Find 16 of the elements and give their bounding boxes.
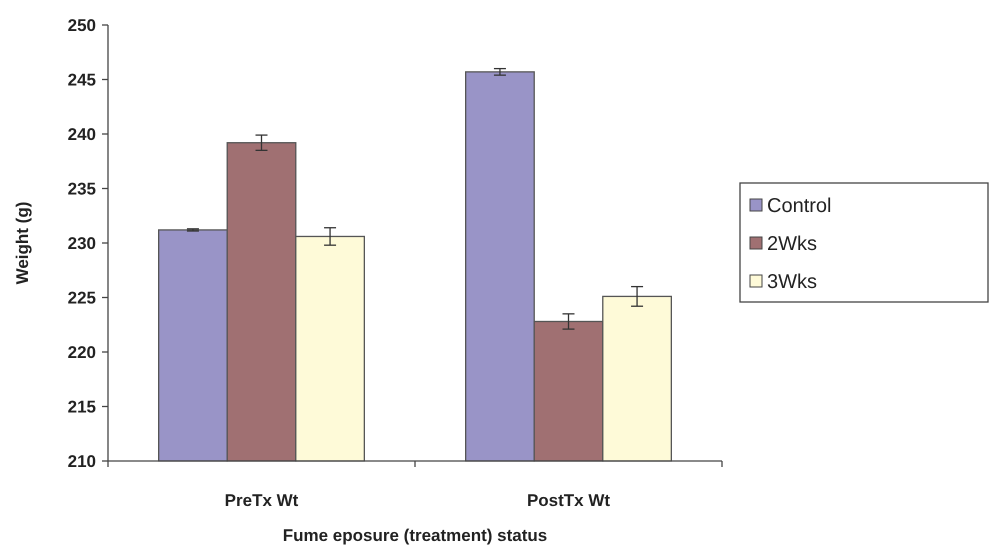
legend-label: 2Wks: [767, 233, 817, 255]
x-axis-title: Fume eposure (treatment) status: [282, 526, 548, 545]
legend-label: 3Wks: [767, 271, 817, 293]
legend-label: Control: [767, 195, 832, 217]
y-tick-label: 225: [68, 288, 96, 308]
y-tick-label: 210: [68, 452, 96, 471]
y-tick-label: 250: [68, 16, 96, 35]
x-tick-label: PreTx Wt: [224, 491, 299, 510]
y-tick-label: 235: [68, 179, 96, 198]
y-axis-title: Weight (g): [13, 202, 32, 284]
y-tick-label: 220: [68, 342, 96, 362]
y-tick-label: 245: [68, 70, 96, 90]
y-tick-label: 230: [68, 234, 96, 253]
y-tick-label: 240: [68, 124, 96, 144]
x-tick-label: PostTx Wt: [526, 491, 610, 510]
y-tick-label: 215: [68, 397, 96, 416]
